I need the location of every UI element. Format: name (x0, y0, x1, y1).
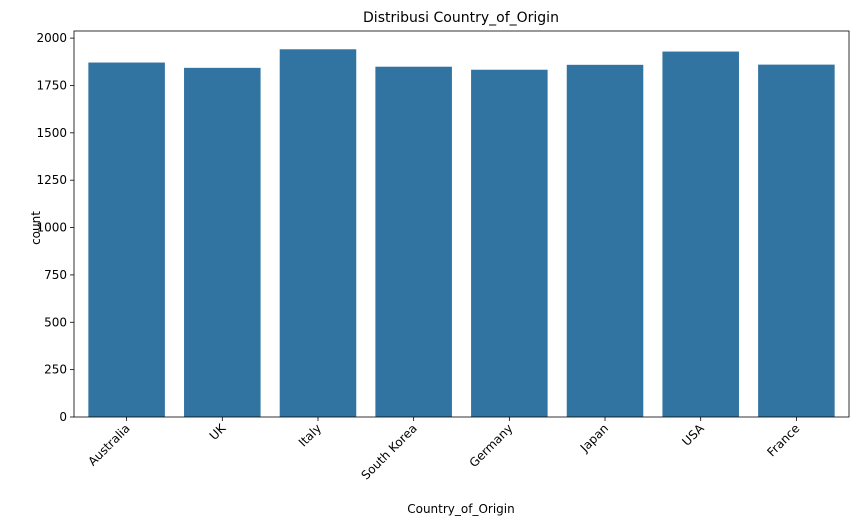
bar-japan (566, 64, 644, 418)
bar-australia (88, 62, 165, 418)
x-tick-label: USA (679, 421, 707, 449)
x-axis: Australia UK Italy South Korea Germany Japan U… (85, 417, 802, 483)
bar-uk (184, 67, 261, 418)
y-tick-label: 250 (44, 363, 67, 377)
y-axis-label: count (29, 211, 43, 245)
bar-italy (279, 49, 357, 418)
y-axis: 0 250 500 750 1000 1250 1500 1750 2000 (36, 31, 74, 424)
x-tick-label: France (764, 421, 802, 459)
y-tick-label: 1250 (36, 173, 67, 187)
y-tick-label: 1000 (36, 221, 67, 235)
x-tick-label: Italy (296, 421, 324, 449)
y-tick-label: 500 (44, 315, 67, 329)
plot-area (73, 30, 850, 418)
x-tick-label: South Korea (358, 421, 419, 482)
plot-frame (73, 30, 850, 418)
bar-south-korea (375, 66, 452, 417)
bar-france (758, 64, 835, 418)
y-tick-label: 1500 (36, 126, 67, 140)
bar-usa (662, 51, 739, 418)
x-tick-label: Australia (85, 421, 132, 468)
y-tick-label: 750 (44, 268, 67, 282)
bar-germany (471, 69, 548, 417)
x-tick-label: Germany (467, 421, 516, 470)
y-tick-label: 0 (59, 410, 67, 424)
x-tick-label: Japan (577, 421, 611, 455)
y-tick-label: 1750 (36, 78, 67, 92)
y-tick-label: 2000 (36, 31, 67, 45)
chart-title: Distribusi Country_of_Origin (363, 10, 559, 26)
x-axis-label: Country_of_Origin (407, 502, 515, 516)
x-tick-label: UK (207, 420, 229, 442)
